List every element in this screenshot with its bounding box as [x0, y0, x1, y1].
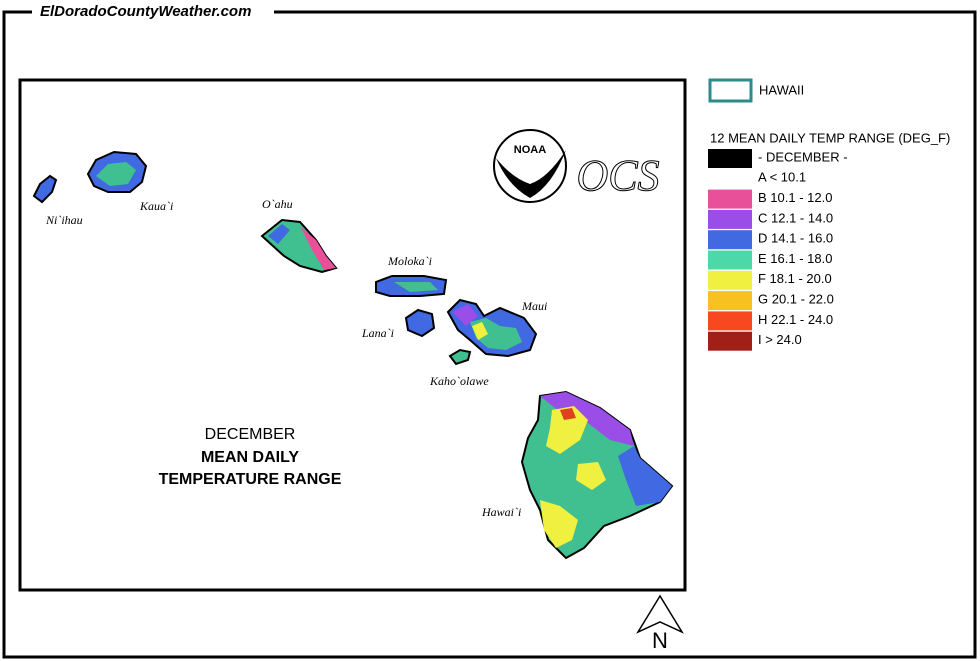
- island-oahu-zone: [268, 224, 290, 244]
- legend-label: H 22.1 - 24.0: [758, 312, 833, 327]
- island-label: Lana`i: [361, 326, 394, 340]
- island-hawaii-zone: [618, 446, 672, 506]
- island-label: Maui: [521, 299, 547, 313]
- island-label: Hawai`i: [481, 505, 521, 519]
- island-hawaii-zone: [560, 408, 576, 420]
- ocs-logo: OCS: [576, 151, 659, 200]
- island-kauai-zone: [96, 162, 136, 186]
- island-label: Ni`ihau: [45, 213, 83, 227]
- island-maui-zone: [452, 304, 478, 326]
- legend-swatch: [708, 311, 752, 331]
- island-molokai-zone: [394, 282, 438, 292]
- north-arrow: [636, 594, 684, 634]
- legend-label: A < 10.1: [758, 170, 806, 185]
- legend-label: B 10.1 - 12.0: [758, 190, 832, 205]
- legend-label: E 16.1 - 18.0: [758, 251, 832, 266]
- island-label: Kaua`i: [139, 199, 173, 213]
- legend-label: F 18.1 - 20.0: [758, 271, 832, 286]
- outer-frame: [2, 10, 977, 659]
- island-lanai: [404, 308, 436, 338]
- legend-swatch: [708, 250, 752, 270]
- island-oahu-zone: [300, 226, 336, 270]
- caption-line: DECEMBER: [205, 426, 296, 443]
- legend-swatch: [708, 209, 752, 229]
- legend-swatch: [708, 291, 752, 311]
- legend: HAWAII 12 MEAN DAILY TEMP RANGE (DEG_F) …: [708, 78, 950, 351]
- legend-label: - DECEMBER -: [758, 149, 848, 164]
- north-label: N: [652, 628, 668, 653]
- island-niihau: [32, 174, 58, 204]
- legend-region-swatch: [708, 78, 753, 103]
- legend-title: 12 MEAN DAILY TEMP RANGE (DEG_F): [710, 130, 950, 145]
- caption-line: MEAN DAILY: [201, 449, 299, 466]
- legend-swatch: [708, 169, 752, 189]
- legend-swatch: [708, 149, 752, 168]
- island-label: Kaho`olawe: [429, 374, 489, 388]
- legend-swatch: [708, 230, 752, 250]
- legend-label: G 20.1 - 22.0: [758, 292, 834, 307]
- island-label: Moloka`i: [387, 254, 432, 268]
- legend-label: I > 24.0: [758, 332, 802, 347]
- title-backdrop: [32, 2, 274, 22]
- legend-label: D 14.1 - 16.0: [758, 231, 833, 246]
- island-maui-zone: [472, 322, 488, 340]
- legend-swatch: [708, 189, 752, 209]
- island-hawaii-zone: [540, 500, 578, 548]
- caption-line: TEMPERATURE RANGE: [159, 471, 342, 488]
- noaa-logo: [493, 129, 567, 203]
- legend-swatch: [708, 270, 752, 290]
- legend-region-label: HAWAII: [759, 82, 804, 97]
- island-label: O`ahu: [262, 197, 293, 211]
- island-hawaii-zone: [576, 462, 606, 490]
- legend-swatch: [708, 331, 752, 351]
- legend-label: C 12.1 - 14.0: [758, 210, 833, 225]
- noaa-bird: [496, 150, 566, 198]
- noaa-text: NOAA: [514, 144, 546, 156]
- site-title: ElDoradoCountyWeather.com: [40, 3, 251, 20]
- island-hawaii-zone: [546, 406, 588, 454]
- island-kahoolawe: [448, 348, 472, 366]
